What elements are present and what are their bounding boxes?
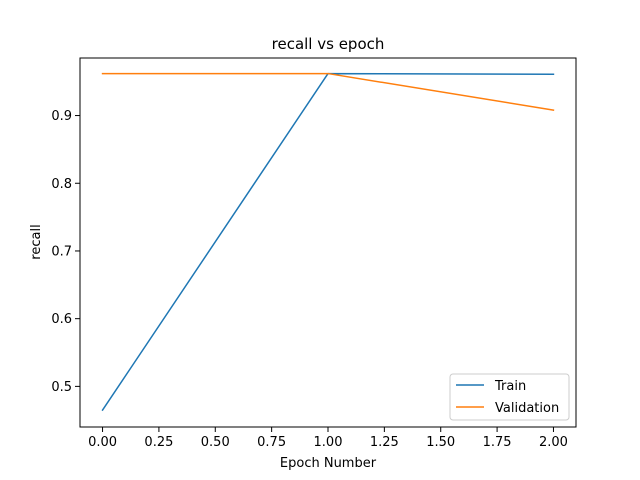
legend-label-train: Train [494,379,526,394]
plot-area [80,58,576,427]
y-tick-label: 0.9 [51,109,72,124]
x-tick-label: 1.25 [370,435,399,450]
series-layer [101,72,555,412]
chart-title: recall vs epoch [272,35,385,53]
y-axis: 0.5 0.6 0.7 0.8 0.9 [51,109,80,395]
x-tick-label: 0.75 [257,435,286,450]
legend: Train Validation [449,373,570,421]
legend-label-validation: Validation [495,401,559,416]
x-tick-label: 1.75 [483,435,512,450]
x-axis-label: Epoch Number [280,456,377,471]
y-tick-label: 0.6 [51,312,72,327]
plot-background [80,58,576,427]
y-tick-label: 0.7 [51,244,72,259]
y-axis-label: recall [29,224,44,259]
y-tick-label: 0.5 [51,380,72,395]
series-line-validation [101,72,555,111]
x-tick-label: 2.00 [539,435,568,450]
x-tick-label: 0.25 [144,435,173,450]
x-axis: 0.00 0.25 0.50 0.75 1.00 1.25 1.50 1.75 2.00 [88,427,568,450]
x-tick-label: 0.00 [88,435,117,450]
x-tick-label: 0.50 [201,435,230,450]
y-tick-label: 0.8 [51,177,72,192]
x-tick-label: 1.00 [314,435,343,450]
x-tick-label: 1.50 [426,435,455,450]
